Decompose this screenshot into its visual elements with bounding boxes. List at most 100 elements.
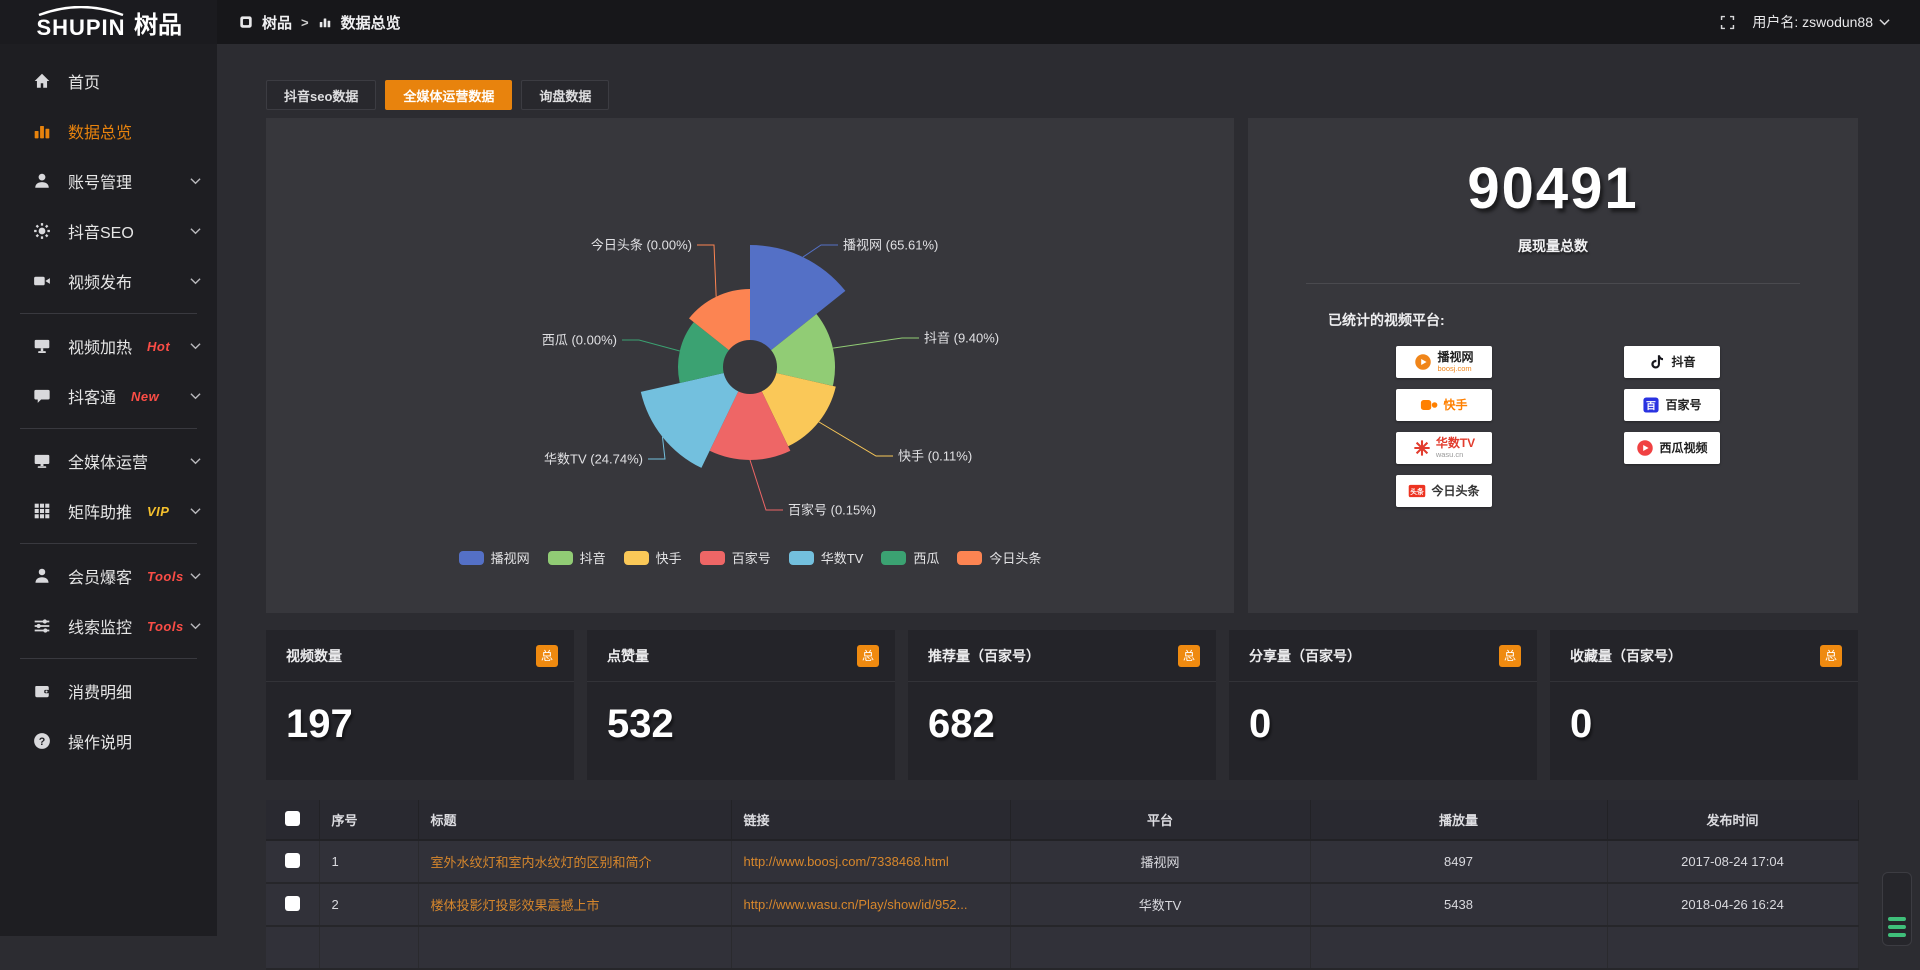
platform-subtext: boosj.com: [1437, 364, 1472, 374]
tab-2[interactable]: 询盘数据: [521, 80, 610, 110]
row-checkbox[interactable]: [284, 852, 300, 868]
column-header: 标题: [418, 800, 732, 841]
stat-card-label: 推荐量（百家号）: [928, 647, 1040, 664]
pie-slice-1[interactable]: [771, 314, 835, 386]
row-checkbox[interactable]: [284, 895, 300, 911]
sidebar-item-9[interactable]: 全媒体运营: [0, 436, 217, 486]
svg-text:头条: 头条: [1411, 487, 1425, 496]
sidebar-item-3[interactable]: 抖音SEO: [0, 206, 217, 256]
sidebar-item-0[interactable]: 首页: [0, 56, 217, 106]
nightingale-rose-chart[interactable]: 播视网 (65.61%) 抖音 (9.40%) 快手 (0.11%) 百家号 (0.1…: [266, 118, 1234, 613]
sidebar-item-2[interactable]: 账号管理: [0, 156, 217, 206]
stat-card-value: 197: [286, 702, 353, 746]
sidebar-item-7[interactable]: 抖客通 New: [0, 371, 217, 421]
main-content: 抖音seo数据 全媒体运营数据 询盘数据 播视网 (65.61%) 抖音 (9.40%…: [217, 44, 1920, 970]
boosj-logo: [1414, 353, 1432, 371]
widget-bar: [1888, 917, 1906, 921]
sidebar-item-12[interactable]: 会员爆客 Tools: [0, 551, 217, 601]
legend-label: 播视网: [490, 551, 530, 566]
sidebar-item-label: 首页: [68, 75, 101, 92]
legend-item[interactable]: 百家号: [699, 548, 771, 567]
breadcrumb-item-root[interactable]: 树品: [262, 14, 293, 32]
fullscreen-icon[interactable]: [1719, 14, 1736, 31]
sidebar-item-16[interactable]: ? 操作说明: [0, 716, 217, 766]
table-cell: 1: [319, 840, 419, 884]
legend-item[interactable]: 播视网: [458, 548, 530, 567]
pie-label-leader: [749, 459, 783, 511]
legend-item[interactable]: 抖音: [547, 548, 606, 567]
floating-tool-widget[interactable]: [1882, 872, 1912, 946]
video-title-link[interactable]: 室外水纹灯和室内水纹灯的区别和简介: [418, 840, 732, 884]
stat-card-label: 点赞量: [607, 647, 649, 664]
breadcrumb-separator: >: [301, 14, 309, 30]
table-cell: [418, 926, 732, 970]
total-badge[interactable]: 总: [1820, 644, 1842, 667]
tab-1[interactable]: 全媒体运营数据: [385, 80, 513, 110]
legend-item[interactable]: 快手: [623, 548, 682, 567]
sidebar-item-1[interactable]: 数据总览: [0, 106, 217, 156]
pie-slice-5[interactable]: [678, 322, 729, 384]
wasu-logo: [1413, 439, 1431, 457]
chevron-down-icon: [190, 392, 201, 400]
chat-icon: [33, 387, 51, 405]
pie-label-leader: [832, 337, 919, 349]
pie-slice-4[interactable]: [640, 373, 739, 468]
screen-icon: [33, 337, 51, 355]
table-cell: 播视网: [1010, 840, 1311, 884]
total-badge[interactable]: 总: [1499, 644, 1521, 667]
summary-divider: [1306, 283, 1800, 284]
total-badge[interactable]: 总: [536, 644, 558, 667]
stat-card-2: 推荐量（百家号） 总 682: [908, 630, 1216, 780]
breadcrumb-item-current[interactable]: 数据总览: [340, 14, 401, 32]
video-title-link[interactable]: 楼体投影灯投影效果震撼上市: [418, 883, 732, 927]
video-url-link[interactable]: http://www.wasu.cn/Play/show/id/952...: [731, 883, 1011, 927]
platform-name: 今日头条: [1431, 484, 1480, 498]
platform-badge: 西瓜视频: [1624, 432, 1720, 464]
person-icon: [33, 567, 51, 585]
sidebar-item-13[interactable]: 线索监控 Tools: [0, 601, 217, 651]
legend-item[interactable]: 西瓜: [881, 548, 939, 567]
pie-slice-2[interactable]: [761, 373, 836, 447]
platform-name: 百家号: [1665, 398, 1702, 412]
pie-slice-label: 抖音 (9.40%): [924, 331, 999, 346]
column-header: 链接: [731, 800, 1011, 841]
douyin-logo: [1648, 353, 1666, 371]
total-badge[interactable]: 总: [1178, 644, 1200, 667]
video-url-link[interactable]: http://www.boosj.com/7338468.html: [731, 840, 1011, 884]
sidebar-item-label: 抖音SEO: [68, 225, 134, 242]
pie-slice-3[interactable]: [709, 391, 791, 460]
sidebar-item-label: 数据总览: [68, 125, 133, 142]
chevron-down-icon: [190, 507, 201, 515]
table-row: 2 楼体投影灯投影效果震撼上市 http://www.wasu.cn/Play/sh…: [266, 883, 1859, 927]
legend-swatch: [547, 550, 573, 565]
sidebar-item-10[interactable]: 矩阵助推 VIP: [0, 486, 217, 536]
toutiao-logo: 头条: [1408, 482, 1426, 500]
sidebar-item-15[interactable]: 消费明细: [0, 666, 217, 716]
grid-icon: [33, 502, 51, 520]
chevron-down-icon: [1879, 19, 1890, 26]
sidebar-item-badge: New: [131, 388, 160, 404]
breadcrumb-chart-icon: [318, 15, 332, 29]
pie-slice-label: 快手 (0.11%): [898, 449, 972, 464]
app-logo: SHUPIN 树品: [0, 0, 217, 44]
pie-slice-6[interactable]: [689, 289, 750, 351]
help-icon: ?: [33, 732, 51, 750]
breadcrumb: 树品 > 数据总览: [239, 12, 401, 33]
legend-swatch: [881, 550, 907, 565]
legend-item[interactable]: 今日头条: [957, 548, 1041, 567]
chart-legend: 播视网 抖音 快手 百家号 华数TV 西瓜 今日头条: [266, 548, 1234, 567]
select-all-checkbox[interactable]: [284, 810, 300, 826]
total-badge[interactable]: 总: [857, 644, 879, 667]
sidebar-divider: [20, 658, 197, 659]
video-icon: [33, 272, 51, 290]
pie-slice-0[interactable]: [750, 245, 846, 351]
sidebar-item-4[interactable]: 视频发布: [0, 256, 217, 306]
user-menu[interactable]: 用户名: zswodun88: [1752, 12, 1890, 32]
table-cell: [1310, 926, 1608, 970]
legend-item[interactable]: 华数TV: [788, 548, 863, 567]
home-icon: [33, 72, 51, 90]
sidebar-item-6[interactable]: 视频加热 Hot: [0, 321, 217, 371]
tab-0[interactable]: 抖音seo数据: [266, 80, 377, 110]
table-cell: [1607, 926, 1859, 970]
sidebar-item-label: 操作说明: [68, 735, 133, 752]
